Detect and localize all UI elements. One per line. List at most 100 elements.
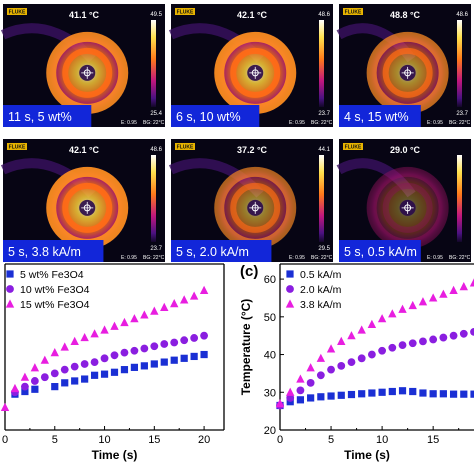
data-point bbox=[398, 341, 407, 350]
data-point bbox=[190, 334, 199, 342]
emissivity: E: 0.95 bbox=[427, 255, 443, 261]
data-point bbox=[180, 354, 188, 362]
data-point bbox=[160, 340, 169, 348]
fluke-logo bbox=[343, 143, 363, 150]
data-point bbox=[367, 319, 377, 328]
data-point bbox=[40, 355, 50, 364]
crosshair-icon bbox=[81, 66, 94, 79]
legend: 5 wt% Fe3O4 10 wt% Fe3O4 15 wt% Fe3O4 bbox=[5, 269, 90, 311]
caption-box bbox=[3, 105, 92, 127]
data-point bbox=[61, 379, 69, 387]
background-temp: BG: 22°C bbox=[311, 255, 333, 261]
emissivity: E: 0.95 bbox=[121, 120, 137, 126]
data-point bbox=[0, 402, 10, 411]
data-point bbox=[327, 392, 335, 400]
data-point bbox=[428, 293, 438, 302]
data-point bbox=[306, 363, 315, 372]
thermal-image-6: FLUKE 29.0 °C E: 0.95 BG: 22°C 5 s, 0.5 kA/m bbox=[336, 139, 471, 262]
thermal-image-grid: FLUKE 41.1 °C 49.5 25.4 E: 0.95 BG: 22°C 11 s,… bbox=[0, 4, 471, 262]
data-point bbox=[50, 348, 59, 357]
data-point bbox=[30, 363, 40, 372]
data-point bbox=[90, 329, 99, 338]
legend-label: 3.8 kA/m bbox=[300, 299, 342, 311]
data-point bbox=[449, 390, 458, 398]
series-3 bbox=[0, 285, 209, 411]
caption-box bbox=[339, 240, 421, 262]
data-point bbox=[51, 383, 59, 391]
spot-temperature: 42.1 °C bbox=[237, 10, 268, 20]
spot-temperature: 41.1 °C bbox=[69, 10, 100, 20]
data-point bbox=[120, 366, 129, 374]
data-point bbox=[21, 387, 29, 396]
fluke-logo-text: FLUKE bbox=[345, 145, 362, 151]
coil-inner-ring bbox=[230, 182, 281, 233]
data-point bbox=[347, 331, 356, 340]
data-point bbox=[130, 346, 139, 355]
data-point bbox=[200, 331, 208, 340]
caption-text: 11 s, 5 wt% bbox=[8, 110, 72, 124]
y-tick-label: 30 bbox=[264, 387, 276, 399]
data-point bbox=[439, 289, 448, 298]
scale-min: 23.7 bbox=[150, 246, 162, 252]
data-point bbox=[80, 360, 89, 368]
data-point bbox=[286, 387, 295, 396]
data-point bbox=[326, 344, 336, 353]
data-point bbox=[30, 377, 39, 385]
spot-temperature: 48.8 °C bbox=[390, 10, 421, 20]
legend-marker bbox=[286, 285, 294, 293]
emissivity: E: 0.95 bbox=[121, 255, 137, 261]
legend-label: 10 wt% Fe3O4 bbox=[20, 284, 90, 296]
data-point bbox=[316, 371, 325, 380]
data-point bbox=[179, 295, 189, 304]
data-point bbox=[306, 378, 315, 387]
data-point bbox=[150, 342, 159, 351]
thermal-image-1: FLUKE 41.1 °C 49.5 25.4 E: 0.95 BG: 22°C 11 s,… bbox=[0, 4, 165, 127]
data-point bbox=[296, 386, 305, 395]
data-point bbox=[296, 396, 305, 404]
data-point bbox=[469, 278, 474, 287]
coil-inner-ring bbox=[382, 47, 433, 98]
y-tick-label: 60 bbox=[264, 274, 276, 286]
data-point bbox=[170, 299, 179, 308]
x-tick-label: 10 bbox=[376, 434, 388, 446]
data-point bbox=[459, 282, 468, 291]
data-point bbox=[398, 304, 407, 313]
legend-marker bbox=[6, 270, 14, 278]
fluke-logo bbox=[7, 8, 27, 15]
data-point bbox=[337, 391, 345, 399]
x-tick-label: 5 bbox=[52, 434, 58, 446]
thermal-image-4: FLUKE 42.1 °C 48.6 23.7 E: 0.95 BG: 22°C 5 s, … bbox=[0, 139, 165, 262]
spot-temperature: 29.0 °C bbox=[390, 145, 421, 155]
data-point bbox=[110, 321, 119, 330]
caption-text: 6 s, 10 wt% bbox=[176, 110, 241, 124]
data-point bbox=[439, 333, 448, 342]
data-point bbox=[296, 374, 305, 383]
coil-inner-ring bbox=[62, 182, 113, 233]
legend-marker bbox=[6, 285, 14, 293]
thermal-image-5: FLUKE 37.2 °C 44.1 29.5 E: 0.95 BG: 22°C 5 s, … bbox=[168, 139, 333, 262]
y-axis-title: Temperature (°C) bbox=[239, 299, 253, 396]
scale-max: 49.5 bbox=[150, 12, 162, 18]
data-point bbox=[21, 382, 29, 391]
crosshair-icon bbox=[249, 66, 262, 79]
data-point bbox=[327, 365, 335, 374]
coil-inner-ring bbox=[230, 47, 281, 98]
background-temp: BG: 22°C bbox=[143, 255, 165, 261]
crosshair-icon bbox=[401, 201, 414, 214]
data-point bbox=[199, 285, 209, 295]
data-point bbox=[347, 358, 356, 366]
fluke-logo bbox=[175, 8, 195, 15]
data-point bbox=[20, 372, 30, 381]
x-tick-label: 0 bbox=[277, 434, 283, 446]
fluke-logo bbox=[343, 8, 363, 15]
crosshair-icon bbox=[81, 201, 94, 214]
data-point bbox=[70, 362, 79, 371]
data-point bbox=[10, 383, 20, 393]
data-point bbox=[449, 331, 458, 340]
data-point bbox=[378, 388, 386, 396]
data-point bbox=[120, 317, 129, 327]
data-point bbox=[100, 370, 109, 378]
data-point bbox=[337, 361, 346, 370]
data-point bbox=[337, 336, 346, 345]
